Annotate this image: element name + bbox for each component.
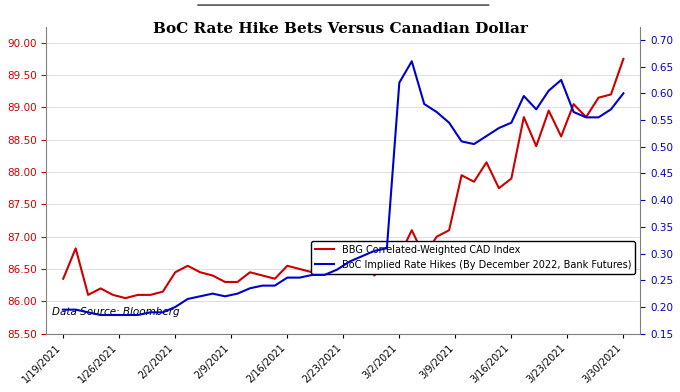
Text: Data Source: Bloomberg: Data Source: Bloomberg (52, 307, 180, 317)
Legend: BBG Correlated-Weighted CAD Index, BoC Implied Rate Hikes (By December 2022, Ban: BBG Correlated-Weighted CAD Index, BoC I… (311, 241, 635, 274)
Text: BoC Rate Hike Bets Versus Canadian Dollar: BoC Rate Hike Bets Versus Canadian Dolla… (152, 22, 528, 36)
